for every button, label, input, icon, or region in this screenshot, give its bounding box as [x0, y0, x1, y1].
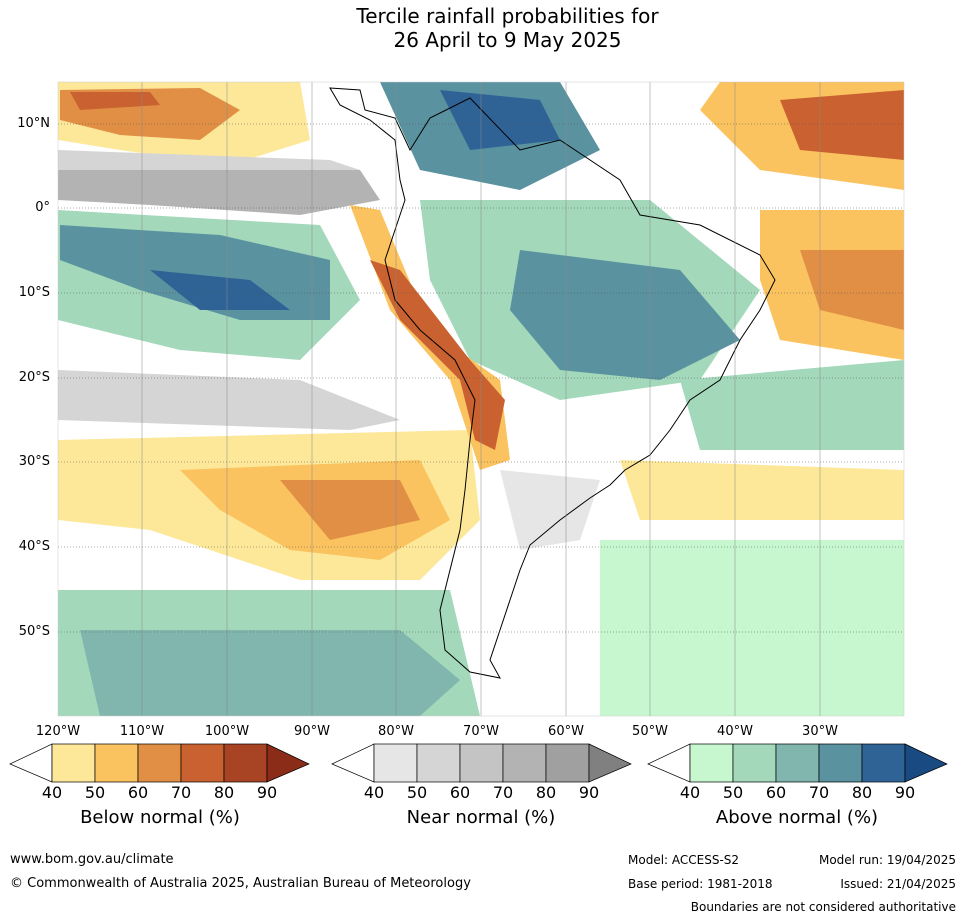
colorbar-near-lower-arrow: [331, 743, 375, 783]
footer-model-run: Model run: 19/04/2025: [818, 853, 956, 867]
colorbar-near-bin-3: [459, 743, 504, 783]
colorbar-below-normal: [9, 743, 310, 783]
colorbar-below-bin-5: [223, 743, 268, 783]
colorbar-near-bin-5: [545, 743, 590, 783]
colorbar-above-tick: 90: [894, 783, 916, 802]
area-above-normal-atlantic-mid: [680, 360, 904, 450]
colorbar-below-tick: 70: [170, 783, 192, 802]
colorbar-near-tick: 60: [449, 783, 471, 802]
area-above-normal-pacific-tropical-core: [150, 270, 290, 310]
area-below-normal-pacific-subtropical-core: [280, 480, 420, 540]
lon-label-90w: 90°W: [294, 724, 330, 739]
colorbar-below-title: Below normal (%): [80, 807, 240, 828]
colorbar-near-title: Near normal (%): [406, 807, 556, 828]
lat-label-50s: 50°S: [18, 624, 50, 639]
colorbar-below-lower-arrow: [9, 743, 53, 783]
footer-website: www.bom.gov.au/climate: [10, 852, 174, 867]
area-below-normal-atlantic-tropical-core: [800, 250, 904, 330]
area-below-normal-pacific-north-core: [70, 92, 160, 110]
colorbar-below-bin-3: [137, 743, 182, 783]
footer-copyright: © Commonwealth of Australia 2025, Austra…: [10, 876, 471, 891]
area-below-normal-atlantic-north-core: [780, 90, 904, 160]
lon-label-110w: 110°W: [119, 724, 165, 739]
colorbar-near-bin-1: [373, 743, 418, 783]
colorbar-near-bin-4: [502, 743, 547, 783]
area-above-normal-atlantic-south: [600, 540, 904, 716]
colorbar-above-tick: 60: [765, 783, 787, 802]
map-title-line1: Tercile rainfall probabilities for: [356, 4, 659, 28]
colorbar-above-bin-5: [861, 743, 906, 783]
colorbar-above-bin-2: [732, 743, 777, 783]
colorbar-near-bin-2: [416, 743, 461, 783]
footer-issued: Issued: 21/04/2025: [840, 877, 956, 891]
lon-label-60w: 60°W: [548, 724, 584, 739]
colorbar-near-normal: [331, 743, 632, 783]
area-near-normal-land-south: [500, 470, 600, 550]
colorbar-near-tick: 90: [578, 783, 600, 802]
colorbar-below-bin-4: [180, 743, 225, 783]
colorbar-above-title: Above normal (%): [715, 807, 879, 828]
colorbar-above-tick: 50: [722, 783, 744, 802]
colorbar-near-upper-arrow: [588, 743, 632, 783]
footer-model: Model: ACCESS-S2: [628, 853, 740, 867]
colorbar-below-tick: 90: [256, 783, 278, 802]
colorbar-below-bin-1: [51, 743, 96, 783]
colorbar-near-tick: 40: [363, 783, 385, 802]
footer-base-period: Base period: 1981-2018: [628, 877, 773, 891]
lon-label-100w: 100°W: [204, 724, 250, 739]
lat-label-0: 0°: [35, 200, 50, 215]
lat-label-40s: 40°S: [18, 539, 50, 554]
colorbar-above-upper-arrow: [904, 743, 948, 783]
area-near-normal-equatorial-light: [58, 150, 360, 170]
map-meridians: [141, 82, 821, 716]
lon-label-120w: 120°W: [35, 724, 81, 739]
lat-label-10s: 10°S: [18, 285, 50, 300]
colorbar-near-tick: 80: [535, 783, 557, 802]
area-above-normal-northern-sa-core: [440, 90, 560, 150]
south-america-coastline: [329, 87, 776, 679]
area-below-normal-andes-high: [370, 260, 505, 450]
lon-label-30w: 30°W: [802, 724, 838, 739]
colorbar-above-bin-3: [775, 743, 820, 783]
map-title-line2: 26 April to 9 May 2025: [393, 28, 622, 52]
lat-label-30s: 30°S: [18, 454, 50, 469]
lon-label-40w: 40°W: [717, 724, 753, 739]
lon-label-70w: 70°W: [463, 724, 499, 739]
colorbar-above-tick: 70: [808, 783, 830, 802]
footer-disclaimer: Boundaries are not considered authoritat…: [690, 900, 956, 914]
colorbar-near-tick: 50: [406, 783, 428, 802]
colorbar-below-tick: 60: [127, 783, 149, 802]
map-frame: [57, 81, 905, 717]
area-above-normal-southern-ocean-high: [80, 630, 460, 716]
colorbar-below-bin-2: [94, 743, 139, 783]
colorbar-near-tick: 70: [492, 783, 514, 802]
area-below-normal-atlantic-subtropical: [620, 460, 904, 520]
colorbar-above-lower-arrow: [647, 743, 691, 783]
colorbar-below-upper-arrow: [266, 743, 310, 783]
colorbar-below-tick: 40: [41, 783, 63, 802]
lat-label-10n: 10°N: [17, 116, 50, 131]
area-near-normal-pacific-mid: [58, 370, 400, 430]
colorbar-above-bin-1: [689, 743, 734, 783]
colorbar-below-tick: 50: [84, 783, 106, 802]
colorbar-below-tick: 80: [213, 783, 235, 802]
colorbar-above-tick: 80: [851, 783, 873, 802]
lon-label-50w: 50°W: [632, 724, 668, 739]
lon-label-80w: 80°W: [378, 724, 414, 739]
colorbar-above-bin-4: [818, 743, 863, 783]
area-above-normal-brazil-core: [510, 250, 740, 380]
lat-label-20s: 20°S: [18, 370, 50, 385]
area-near-normal-equatorial: [58, 165, 380, 215]
colorbar-above-normal: [647, 743, 948, 783]
colorbar-above-tick: 40: [679, 783, 701, 802]
